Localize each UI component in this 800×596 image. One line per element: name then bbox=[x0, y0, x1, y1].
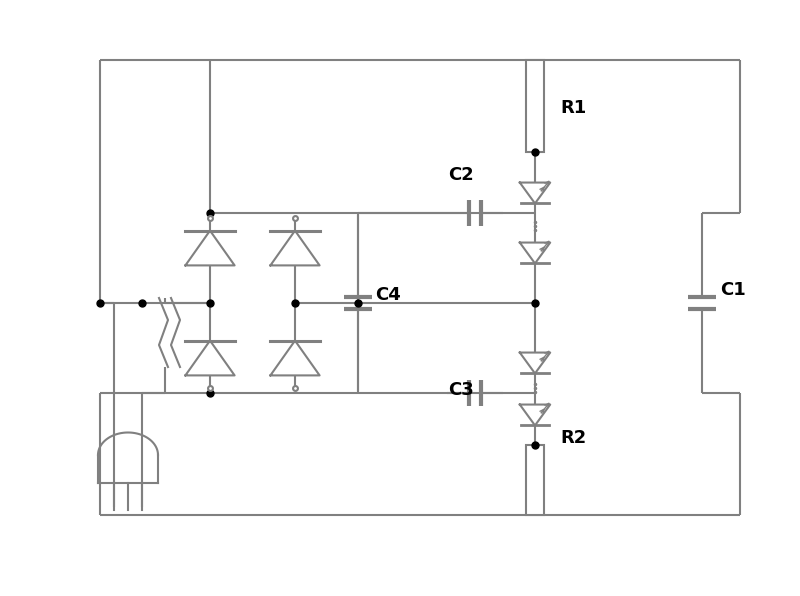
Text: R2: R2 bbox=[560, 429, 586, 447]
FancyBboxPatch shape bbox=[526, 60, 544, 152]
Text: C1: C1 bbox=[720, 281, 746, 299]
Text: C3: C3 bbox=[448, 381, 474, 399]
Text: C2: C2 bbox=[448, 166, 474, 184]
FancyBboxPatch shape bbox=[526, 445, 544, 515]
Text: C4: C4 bbox=[375, 286, 401, 304]
Text: R1: R1 bbox=[560, 99, 586, 117]
